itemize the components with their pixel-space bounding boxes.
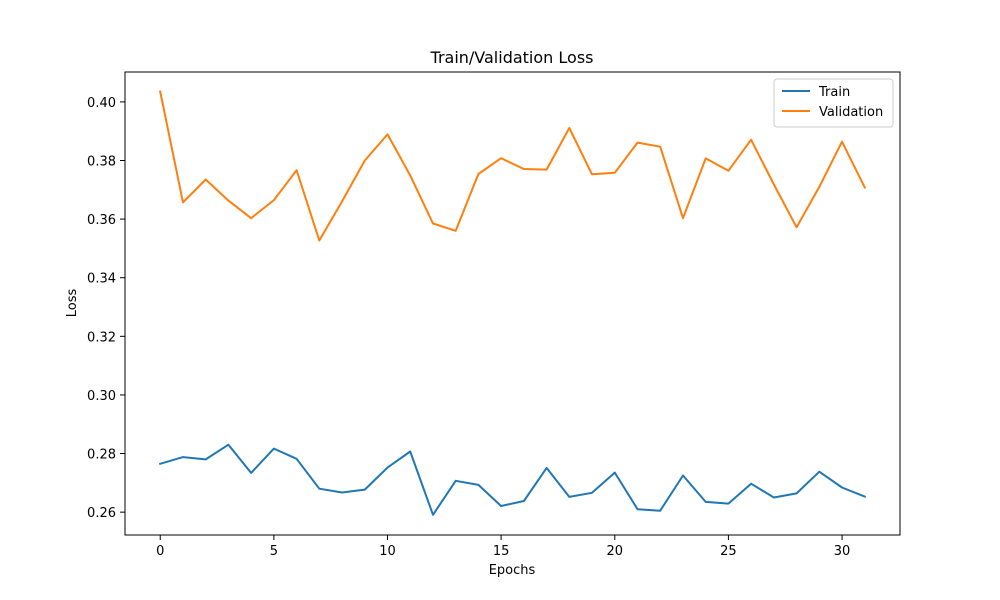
series-lines [158,90,867,516]
y-tick-label: 0.26 [87,506,116,521]
legend-train-label: Train [818,85,850,100]
x-tick-label: 15 [493,544,510,559]
y-tick-label: 0.40 [87,96,116,111]
y-tick-label: 0.38 [87,154,116,169]
x-tick-label: 0 [156,544,164,559]
y-tick-label: 0.34 [87,272,116,287]
x-axis-title: Epochs [489,563,536,578]
y-axis-title: Loss [65,289,80,318]
x-tick-label: 5 [270,544,278,559]
y-axis: 0.26 0.28 0.30 0.32 0.34 0.36 0.38 0.40 [87,96,125,521]
x-tick-label: 20 [606,544,623,559]
x-tick-label: 10 [379,544,396,559]
plot-area-frame [124,71,901,536]
series-line-validation [159,90,867,242]
legend-validation-label: Validation [819,105,883,120]
y-tick-label: 0.32 [87,330,116,345]
chart-title: Train/Validation Loss [430,48,594,67]
y-tick-label: 0.28 [87,448,116,463]
y-tick-label: 0.30 [87,389,116,404]
legend: Train Validation [773,78,894,128]
y-tick-label: 0.36 [87,213,116,228]
x-axis: 0 5 10 15 20 25 30 [156,535,850,559]
x-tick-label: 25 [720,544,737,559]
x-tick-label: 30 [834,544,851,559]
series-line-train [158,443,867,516]
